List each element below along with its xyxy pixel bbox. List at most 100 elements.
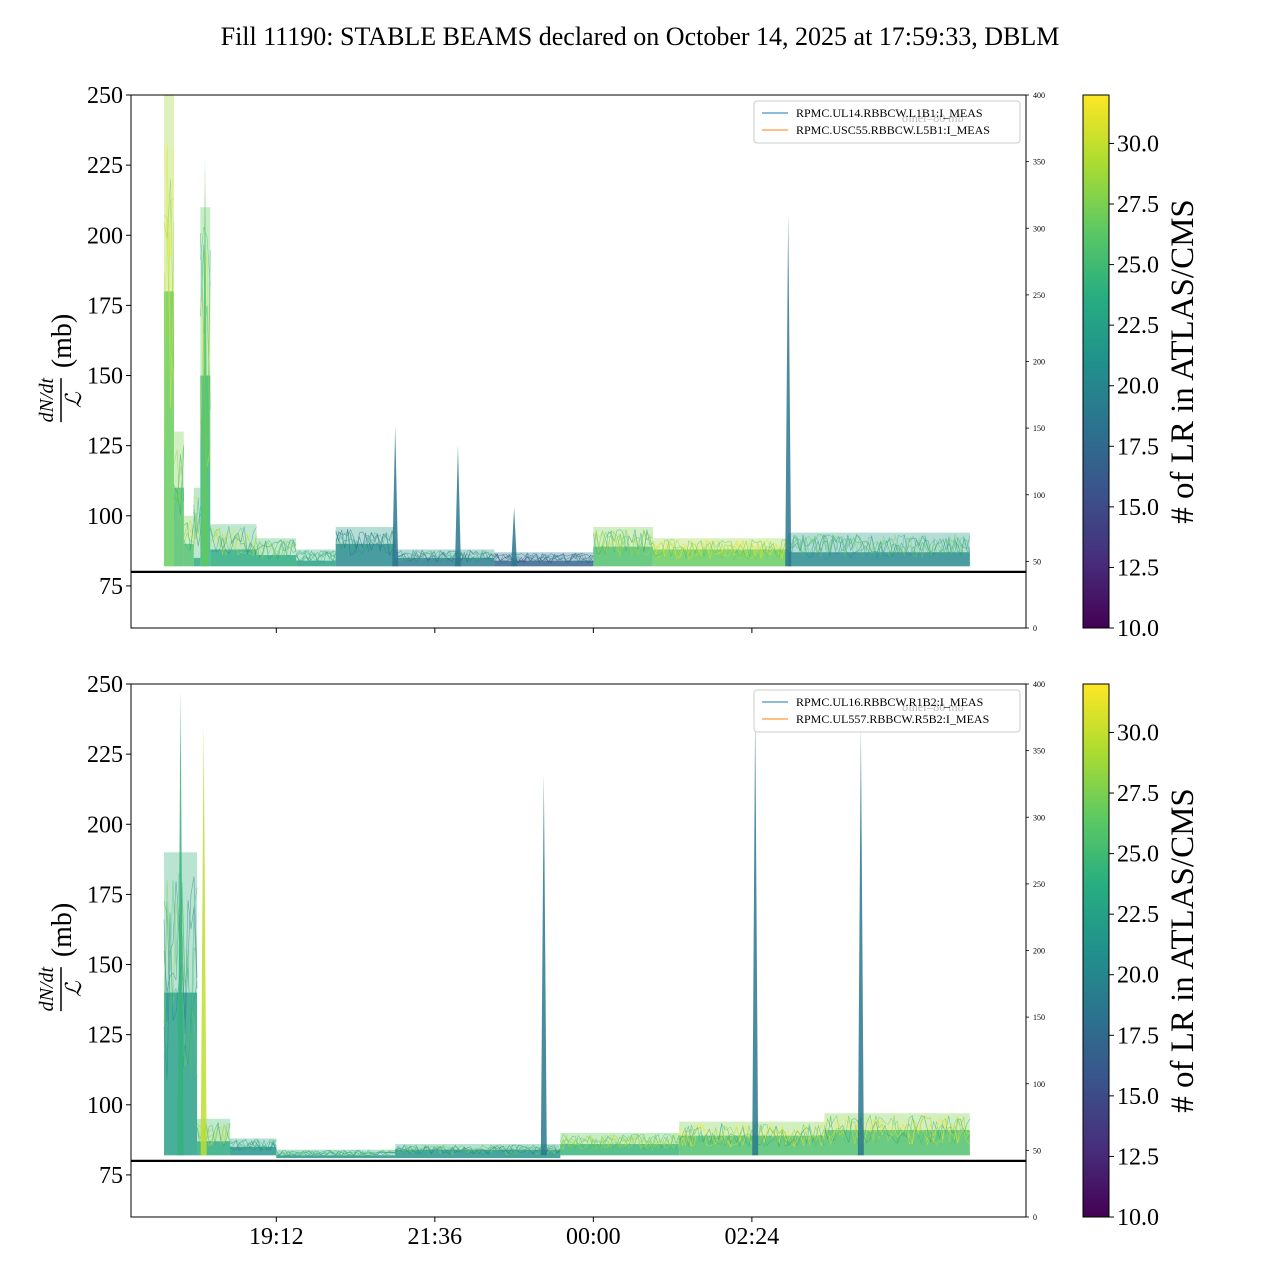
legend-entry: RPMC.UL14.RBBCW.L1B1:I_MEAS [796, 106, 983, 120]
trace-line [296, 551, 337, 563]
spike-mark [177, 689, 184, 1156]
band-core [395, 557, 495, 567]
trace-line [256, 539, 297, 560]
x-tick-label: 00:00 [566, 1224, 621, 1250]
colorbar-tick-label: 25.0 [1117, 842, 1159, 868]
trace-line [229, 1139, 277, 1151]
colorbar-tick-label: 20.0 [1117, 963, 1159, 989]
y-tick-label: 250 [87, 672, 123, 698]
trace-line [173, 445, 185, 501]
trace-line [394, 1144, 561, 1156]
trace-line [494, 552, 594, 564]
bottom-panel: 75 100 125 150 175 200 225 250 0 50 100 150 200 250 30… [36, 672, 1201, 1250]
colorbar-gradient [1082, 94, 1110, 629]
trace-line [229, 1140, 277, 1151]
data-series [163, 689, 971, 1159]
y-tick-label: 100 [87, 1093, 123, 1119]
band-core [173, 487, 184, 567]
trace-line [824, 1115, 971, 1145]
band-core [788, 552, 970, 567]
y2-tick-label: 400 [1033, 91, 1045, 100]
y-label-denominator: ℒ [61, 391, 86, 408]
spike-mark [511, 507, 518, 567]
y-tick-label: 75 [99, 1163, 123, 1189]
trace-line [163, 178, 175, 369]
legend-box [753, 100, 1021, 144]
trace-line [652, 539, 789, 560]
y2-tick-label: 50 [1033, 1146, 1041, 1155]
spike-mark [201, 156, 208, 567]
colorbar-tick-label: 10.0 [1117, 616, 1159, 642]
legend-ghost-text: σinel=80 mb [902, 700, 964, 714]
colorbar-tick-label: 22.5 [1117, 902, 1159, 928]
band-core [679, 1135, 825, 1156]
y2-tick-label: 150 [1033, 424, 1045, 433]
band-core [296, 560, 336, 567]
top-panel: 75 100 125 150 175 200 225 250 0 50 100 150 200 250 30… [36, 83, 1201, 642]
trace-line [678, 1124, 825, 1148]
trace-line [210, 526, 257, 555]
trace-line [593, 529, 653, 556]
y-label-numerator: dN/dt [36, 967, 58, 1012]
trace-line [295, 550, 336, 562]
trace-line [230, 1139, 277, 1152]
spike-mark [785, 212, 792, 567]
y2-tick-label: 200 [1033, 947, 1045, 956]
colorbar-tick-label: 12.5 [1117, 1144, 1159, 1170]
trace-line [183, 518, 194, 552]
y2-tick-label: 250 [1033, 880, 1045, 889]
band-segment [183, 515, 194, 567]
y2-tick-label: 0 [1033, 624, 1037, 633]
trace-line [494, 552, 594, 563]
trace-line [276, 1149, 396, 1157]
trace-line [210, 526, 257, 556]
y-tick-label: 175 [87, 882, 123, 908]
trace-line [395, 550, 495, 563]
trace-line [787, 534, 970, 558]
legend-box [753, 689, 1021, 733]
spike-mark [540, 773, 547, 1156]
y-tick-label: 225 [87, 153, 123, 179]
y-tick-label: 175 [87, 293, 123, 319]
legend-ghost-text: σinel=80 mb [902, 111, 964, 125]
trace-line [256, 541, 297, 557]
band-segment [276, 1149, 396, 1159]
trace-line [395, 550, 495, 562]
y2-tick-label: 0 [1033, 1213, 1037, 1222]
y2-tick-label: 350 [1033, 158, 1045, 167]
y-tick-label: 200 [87, 223, 123, 249]
colorbar-tick-label: 15.0 [1117, 1084, 1159, 1110]
band-core [193, 557, 201, 567]
band-core [256, 555, 297, 567]
y-tick-label: 75 [99, 574, 123, 600]
band-core [494, 560, 594, 567]
trace-line [787, 534, 971, 559]
colorbar-tick-label: 27.5 [1117, 781, 1159, 807]
colorbar-tick-label: 30.0 [1117, 131, 1159, 157]
y-label-denominator: ℒ [61, 980, 86, 997]
y-tick-label: 150 [87, 364, 123, 390]
band-segment [193, 487, 201, 567]
trace-line [335, 529, 396, 556]
colorbar-tick-label: 17.5 [1117, 1023, 1159, 1049]
x-tick-label: 21:36 [408, 1224, 463, 1250]
spike-mark [454, 445, 461, 567]
trace-line [593, 529, 654, 557]
band-core [230, 1146, 277, 1156]
y2-tick-label: 300 [1033, 224, 1045, 233]
trace-line [593, 530, 654, 556]
band-core [183, 543, 194, 567]
trace-line [824, 1114, 971, 1145]
colorbar: 10.0 12.5 15.0 17.5 20.0 22.5 25.0 27.5 30.0 # of… [1082, 94, 1201, 642]
x-tick-label: 19:12 [249, 1224, 304, 1250]
colorbar-tick-label: 20.0 [1117, 374, 1159, 400]
y-tick-label: 200 [87, 812, 123, 838]
y2-tick-label: 100 [1033, 1080, 1045, 1089]
trace-line [787, 533, 971, 557]
trace-line [824, 1115, 970, 1146]
trace-line [173, 449, 185, 528]
trace-line [295, 552, 336, 562]
colorbar: 10.0 12.5 15.0 17.5 20.0 22.5 25.0 27.5 30.0 # of… [1082, 683, 1201, 1231]
